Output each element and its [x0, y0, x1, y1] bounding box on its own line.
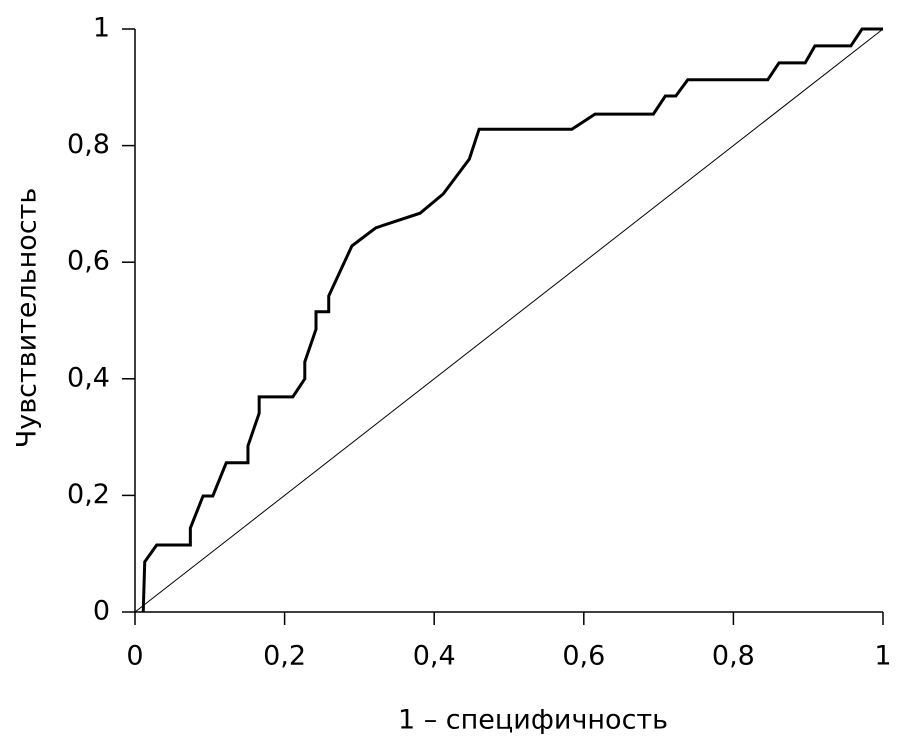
- y-tick-label: 0,4: [67, 362, 110, 393]
- y-tick-label: 0,2: [67, 479, 110, 510]
- x-axis-label: 1 – специфичность: [398, 705, 668, 736]
- x-tick-label: 1: [874, 641, 891, 672]
- roc-line: [134, 28, 884, 613]
- y-tick-label: 0: [93, 596, 110, 627]
- x-tick-label: 0,6: [562, 641, 605, 672]
- y-tick-label: 0,8: [67, 129, 110, 160]
- y-axis-label: Чувствительность: [12, 188, 43, 449]
- x-tick-label: 0,8: [712, 641, 755, 672]
- x-tick-label: 0,4: [413, 641, 456, 672]
- y-tick-label: 1: [93, 13, 110, 44]
- roc-line: [141, 27, 883, 613]
- y-tick-label: 0,6: [67, 246, 110, 277]
- x-tick-label: 0,2: [263, 641, 306, 672]
- x-tick-label: 0: [126, 641, 143, 672]
